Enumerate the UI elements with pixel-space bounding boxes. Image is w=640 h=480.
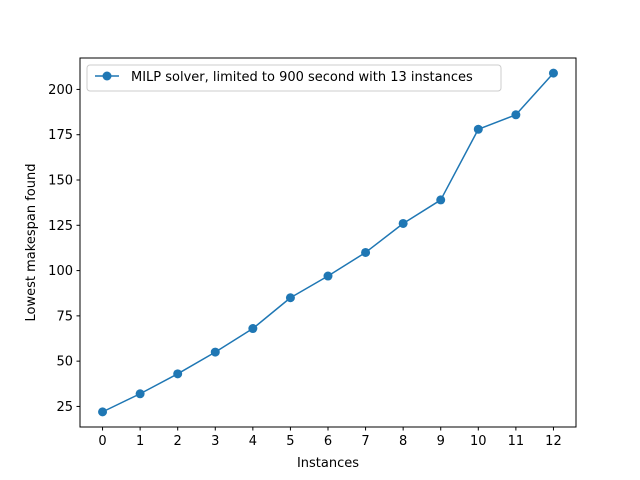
x-tick-label: 6 [324, 434, 332, 449]
data-point [285, 293, 295, 303]
axes-frame [79, 57, 577, 428]
data-point [98, 407, 108, 417]
data-point [361, 247, 371, 257]
data-point [548, 68, 558, 78]
y-tick-label: 25 [56, 400, 73, 415]
x-tick-label: 11 [508, 434, 525, 449]
data-point [135, 389, 145, 399]
data-point [323, 271, 333, 281]
x-tick-label: 1 [136, 434, 144, 449]
x-tick-label: 10 [470, 434, 487, 449]
x-axis: 0 1 2 3 4 5 6 7 8 9 10 11 12 [98, 427, 562, 449]
x-tick-label: 4 [249, 434, 257, 449]
x-tick-label: 12 [545, 434, 562, 449]
data-point [248, 324, 258, 334]
y-tick-label: 125 [48, 219, 73, 234]
x-tick-label: 5 [286, 434, 294, 449]
y-axis: 25 50 75 100 125 150 175 200 [48, 83, 80, 415]
y-tick-label: 200 [48, 83, 73, 98]
data-point [511, 110, 521, 120]
y-axis-label: Lowest makespan found [24, 164, 39, 322]
data-point [210, 347, 220, 357]
series-layer [98, 68, 558, 417]
x-tick-label: 9 [437, 434, 445, 449]
y-tick-label: 150 [48, 174, 73, 189]
x-tick-label: 7 [361, 434, 369, 449]
legend-marker-swatch [102, 71, 112, 81]
x-tick-label: 0 [98, 434, 106, 449]
y-tick-label: 75 [56, 309, 73, 324]
y-tick-label: 100 [48, 264, 73, 279]
x-tick-label: 8 [399, 434, 407, 449]
legend: MILP solver, limited to 900 second with … [86, 64, 502, 92]
x-tick-label: 3 [211, 434, 219, 449]
data-point [398, 218, 408, 228]
x-tick-label: 2 [174, 434, 182, 449]
y-tick-label: 175 [48, 128, 73, 143]
x-axis-label: Instances [297, 456, 359, 471]
data-point [436, 195, 446, 205]
legend-box [86, 64, 502, 92]
legend-entry-label: MILP solver, limited to 900 second with … [131, 70, 473, 85]
data-point [173, 369, 183, 379]
data-point [473, 124, 483, 134]
y-tick-label: 50 [56, 355, 73, 370]
